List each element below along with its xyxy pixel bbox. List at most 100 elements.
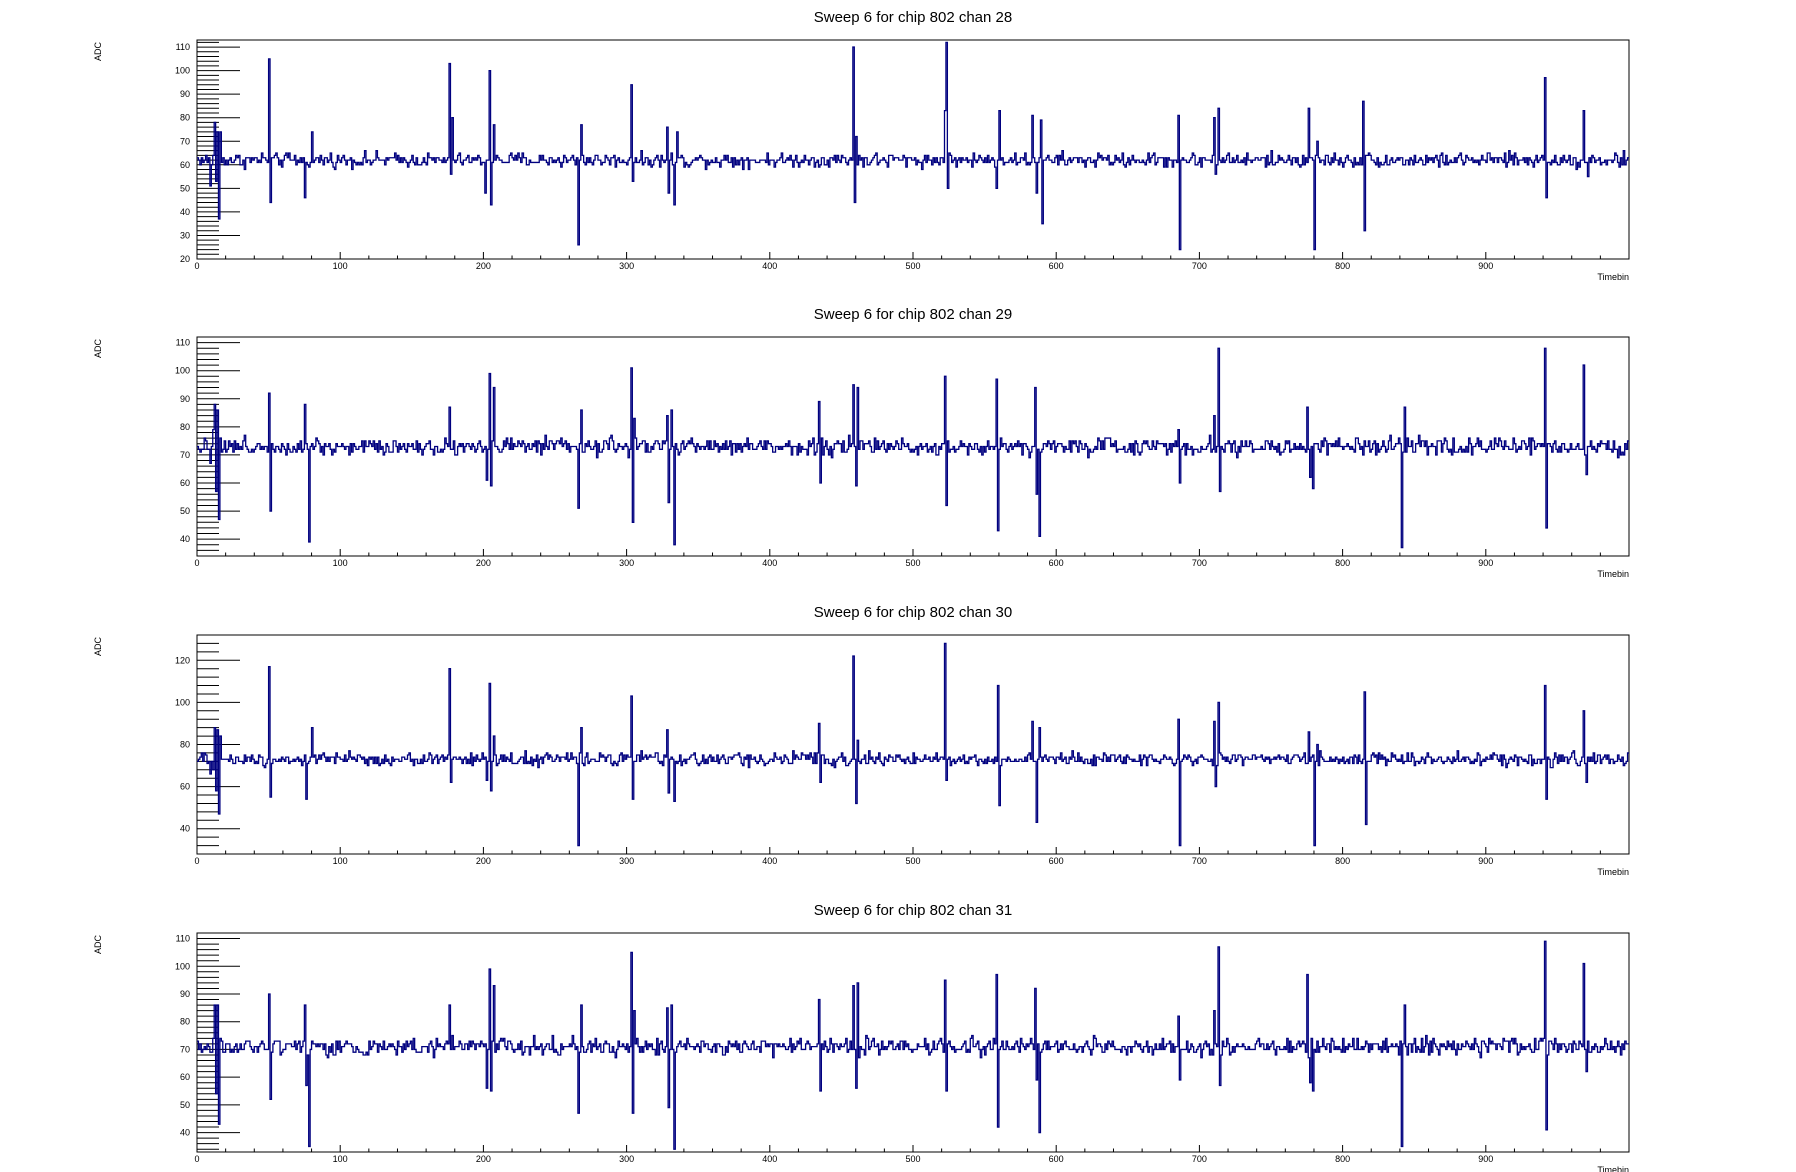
x-tick-label: 100: [333, 261, 348, 271]
y-tick-label: 90: [180, 89, 190, 99]
x-tick-label: 100: [333, 856, 348, 866]
y-ticks: 40 60 80 100 120: [175, 634, 240, 855]
x-tick-label: 400: [762, 558, 777, 568]
y-tick-label: 100: [175, 66, 190, 76]
x-tick-label: 700: [1192, 261, 1207, 271]
x-tick-label: 300: [619, 856, 634, 866]
y-tick-label: 70: [180, 450, 190, 460]
y-tick-label: 80: [180, 740, 190, 750]
series-line: [197, 940, 1629, 1150]
x-tick-label: 500: [905, 1154, 920, 1164]
y-tick-label: 110: [176, 934, 190, 944]
y-tick-label: 120: [175, 655, 190, 665]
x-tick-label: 900: [1478, 856, 1493, 866]
y-tick-label: 100: [175, 366, 190, 376]
series-line: [197, 41, 1629, 251]
panel-4: Sweep 6 for chip 802 chan 31 ADC Timebin 0 1…: [93, 902, 1630, 1172]
chart-title: Sweep 6 for chip 802 chan 31: [814, 902, 1012, 919]
series-line: [197, 642, 1629, 847]
x-tick-label: 200: [476, 261, 491, 271]
x-tick-label: 300: [619, 261, 634, 271]
x-axis-label: Timebin: [1597, 1165, 1629, 1172]
x-ticks: 0 100 200 300 400 500 600 700 800 900: [194, 252, 1630, 271]
y-tick-label: 100: [175, 961, 190, 971]
y-tick-label: 50: [180, 506, 190, 516]
y-tick-label: 40: [180, 207, 190, 217]
panel-2: Sweep 6 for chip 802 chan 29 ADC Timebin 0 1…: [93, 306, 1630, 579]
x-tick-label: 0: [194, 558, 199, 568]
y-tick-label: 110: [176, 42, 190, 52]
x-tick-label: 100: [333, 1154, 348, 1164]
panel-1: Sweep 6 for chip 802 chan 28 ADC Timebin 0 1…: [93, 9, 1630, 282]
x-tick-label: 600: [1049, 261, 1064, 271]
x-tick-label: 100: [333, 558, 348, 568]
y-tick-label: 90: [180, 394, 190, 404]
plot-frame: [196, 634, 1630, 855]
x-tick-label: 600: [1049, 1154, 1064, 1164]
y-tick-label: 110: [176, 338, 190, 348]
y-tick-label: 60: [180, 478, 190, 488]
x-tick-label: 300: [619, 1154, 634, 1164]
y-axis-label: ADC: [93, 637, 103, 657]
y-ticks: 20 30 40 50 60 70 80 90 100 110: [175, 41, 240, 264]
chart-title: Sweep 6 for chip 802 chan 30: [814, 604, 1012, 621]
y-ticks: 40 50 60 70 80 90 100 110: [175, 932, 240, 1150]
x-tick-label: 500: [905, 261, 920, 271]
x-tick-label: 800: [1335, 856, 1350, 866]
y-axis-label: ADC: [93, 935, 103, 955]
y-ticks: 40 50 60 70 80 90 100 110: [175, 336, 240, 557]
y-axis-label: ADC: [93, 42, 103, 62]
x-tick-label: 900: [1478, 558, 1493, 568]
series-line: [197, 347, 1629, 549]
x-tick-label: 0: [194, 1154, 199, 1164]
y-tick-label: 40: [180, 534, 190, 544]
x-tick-label: 0: [194, 856, 199, 866]
x-tick-label: 700: [1192, 558, 1207, 568]
y-tick-label: 80: [180, 422, 190, 432]
y-tick-label: 30: [180, 230, 190, 240]
x-tick-label: 400: [762, 856, 777, 866]
y-tick-label: 80: [180, 113, 190, 123]
y-tick-label: 70: [180, 1044, 190, 1054]
x-tick-label: 500: [905, 856, 920, 866]
x-tick-label: 800: [1335, 261, 1350, 271]
x-tick-label: 600: [1049, 558, 1064, 568]
y-tick-label: 80: [180, 1017, 190, 1027]
x-tick-label: 700: [1192, 1154, 1207, 1164]
chart-title: Sweep 6 for chip 802 chan 28: [814, 9, 1012, 26]
y-tick-label: 40: [180, 824, 190, 834]
x-tick-label: 800: [1335, 558, 1350, 568]
panel-3: Sweep 6 for chip 802 chan 30 ADC Timebin 0 1…: [93, 604, 1630, 877]
y-tick-label: 90: [180, 989, 190, 999]
y-tick-label: 60: [180, 160, 190, 170]
y-tick-label: 20: [180, 254, 190, 264]
y-tick-label: 50: [180, 1100, 190, 1110]
y-tick-label: 50: [180, 183, 190, 193]
x-ticks: 0 100 200 300 400 500 600 700 800 900: [194, 1145, 1630, 1164]
y-axis-label: ADC: [93, 339, 103, 359]
y-tick-label: 60: [180, 1072, 190, 1082]
x-tick-label: 500: [905, 558, 920, 568]
x-tick-label: 300: [619, 558, 634, 568]
x-tick-label: 0: [194, 261, 199, 271]
x-tick-label: 200: [476, 558, 491, 568]
x-tick-label: 200: [476, 856, 491, 866]
plot-frame: [196, 39, 1630, 260]
y-tick-label: 60: [180, 782, 190, 792]
x-tick-label: 200: [476, 1154, 491, 1164]
x-tick-label: 800: [1335, 1154, 1350, 1164]
x-tick-label: 900: [1478, 261, 1493, 271]
x-tick-label: 400: [762, 1154, 777, 1164]
y-tick-label: 100: [175, 697, 190, 707]
x-axis-label: Timebin: [1597, 569, 1629, 579]
x-ticks: 0 100 200 300 400 500 600 700 800 900: [194, 549, 1630, 568]
x-tick-label: 400: [762, 261, 777, 271]
x-axis-label: Timebin: [1597, 867, 1629, 877]
y-tick-label: 70: [180, 136, 190, 146]
x-tick-label: 600: [1049, 856, 1064, 866]
x-axis-label: Timebin: [1597, 272, 1629, 282]
chart-title: Sweep 6 for chip 802 chan 29: [814, 306, 1012, 323]
x-ticks: 0 100 200 300 400 500 600 700 800 900: [194, 847, 1630, 866]
x-tick-label: 900: [1478, 1154, 1493, 1164]
